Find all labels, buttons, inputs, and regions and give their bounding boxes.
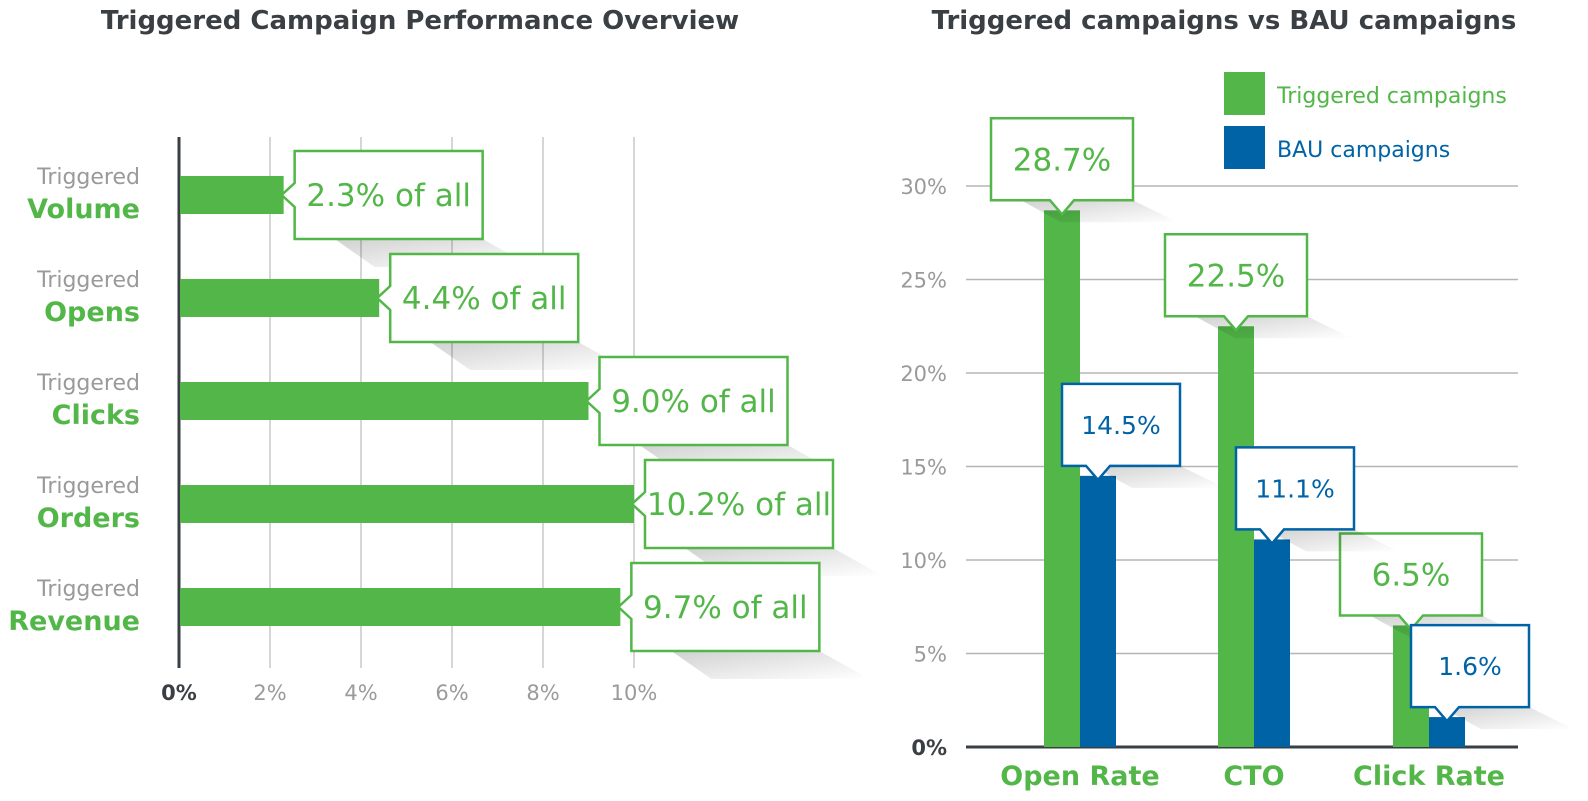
right-chart-y-ticks: 0% 5% 10% 15% 20% 25% 30%	[900, 175, 947, 760]
right-bar-triggered	[1044, 210, 1080, 747]
left-bar-value-label: 9.7% of all	[643, 590, 808, 626]
right-callout-triggered	[989, 117, 1135, 217]
left-bar	[180, 485, 634, 523]
left-bar	[180, 588, 621, 626]
right-bar-bau	[1254, 539, 1290, 747]
right-category-label: Open Rate	[1000, 761, 1159, 792]
left-bar	[180, 382, 589, 420]
right-y-tick-label: 15%	[900, 456, 947, 480]
right-callout-shadow	[1441, 707, 1574, 730]
left-category-prefix: Triggered	[36, 577, 140, 602]
left-category-prefix: Triggered	[36, 268, 140, 293]
left-chart: Triggered Campaign Performance Overview …	[8, 6, 883, 705]
right-y-tick-label: 25%	[900, 269, 947, 293]
right-callout-bau	[1060, 382, 1182, 482]
legend-swatch-triggered	[1224, 72, 1265, 115]
left-bar	[180, 176, 284, 214]
left-callout-box	[616, 561, 821, 653]
right-category-label: Click Rate	[1353, 761, 1505, 792]
legend-swatch-bau	[1224, 126, 1265, 169]
left-category-name: Opens	[44, 297, 140, 328]
legend-label-bau: BAU campaigns	[1277, 138, 1450, 163]
right-y-tick-label: 30%	[900, 175, 947, 199]
right-value-label-bau: 1.6%	[1438, 652, 1502, 681]
left-category-prefix: Triggered	[36, 165, 140, 190]
right-value-label-bau: 11.1%	[1255, 474, 1334, 503]
left-callout-shadow	[671, 651, 870, 679]
right-callout-triggered	[1163, 233, 1309, 333]
right-y-tick-label: 0%	[911, 736, 947, 760]
left-category-prefix: Triggered	[36, 371, 140, 396]
left-category-name: Orders	[37, 503, 140, 534]
right-y-tick-label: 5%	[914, 643, 947, 667]
right-value-label-triggered: 22.5%	[1187, 258, 1285, 294]
left-chart-bars: 2.3% of all 4.4% of all 9.0% of all 10.2% o…	[180, 149, 883, 679]
left-chart-x-ticks: 0% 2% 4% 6% 8% 10%	[161, 681, 657, 705]
right-chart-category-labels: Open Rate CTO Click Rate	[1000, 761, 1505, 792]
left-callout-shadow	[430, 342, 629, 370]
right-value-label-triggered: 6.5%	[1372, 557, 1451, 593]
right-callout-triggered	[1338, 532, 1484, 632]
right-bar-bau	[1080, 475, 1116, 747]
right-callout-shadow	[1266, 529, 1399, 552]
right-chart-title: Triggered campaigns vs BAU campaigns	[932, 6, 1517, 36]
left-x-tick-label: 6%	[435, 681, 468, 705]
left-category-name: Clicks	[52, 400, 140, 431]
left-bar	[180, 279, 380, 317]
right-callout-bau	[1234, 446, 1356, 546]
left-category-name: Revenue	[8, 606, 140, 637]
right-callout-shadow	[1092, 465, 1225, 488]
right-y-tick-label: 20%	[900, 362, 947, 386]
right-category-label: CTO	[1223, 761, 1284, 792]
left-category-prefix: Triggered	[36, 474, 140, 499]
left-x-tick-label: 8%	[526, 681, 559, 705]
left-bar-value-label: 9.0% of all	[611, 384, 776, 420]
right-y-tick-label: 10%	[900, 549, 947, 573]
right-chart-legend: Triggered campaigns BAU campaigns	[1224, 72, 1507, 169]
left-callout-box	[279, 149, 484, 241]
left-bar-value-label: 10.2% of all	[647, 487, 831, 523]
right-callout-bau	[1409, 623, 1531, 724]
left-category-name: Volume	[27, 194, 140, 225]
left-callout-box	[584, 355, 789, 447]
left-bar-value-label: 2.3% of all	[306, 178, 471, 214]
right-chart-bars: 28.7% 22.5% 6.5% 14.5% 11.1% 1.6%	[989, 117, 1574, 747]
left-chart-category-labels: Triggered Volume Triggered Opens Triggered Cl…	[8, 165, 140, 637]
left-chart-title: Triggered Campaign Performance Overview	[101, 6, 739, 36]
left-callout-box	[630, 458, 835, 550]
right-bar-triggered	[1218, 326, 1254, 747]
right-chart: Triggered campaigns vs BAU campaigns 28.…	[900, 6, 1574, 792]
right-value-label-triggered: 28.7%	[1013, 142, 1111, 178]
left-x-tick-label: 0%	[161, 681, 197, 705]
left-callout-box	[375, 252, 580, 344]
left-x-tick-label: 4%	[344, 681, 377, 705]
right-value-label-bau: 14.5%	[1081, 411, 1160, 440]
left-x-tick-label: 2%	[253, 681, 286, 705]
left-x-tick-label: 10%	[611, 681, 658, 705]
legend-label-triggered: Triggered campaigns	[1276, 84, 1507, 109]
left-bar-value-label: 4.4% of all	[402, 281, 567, 317]
